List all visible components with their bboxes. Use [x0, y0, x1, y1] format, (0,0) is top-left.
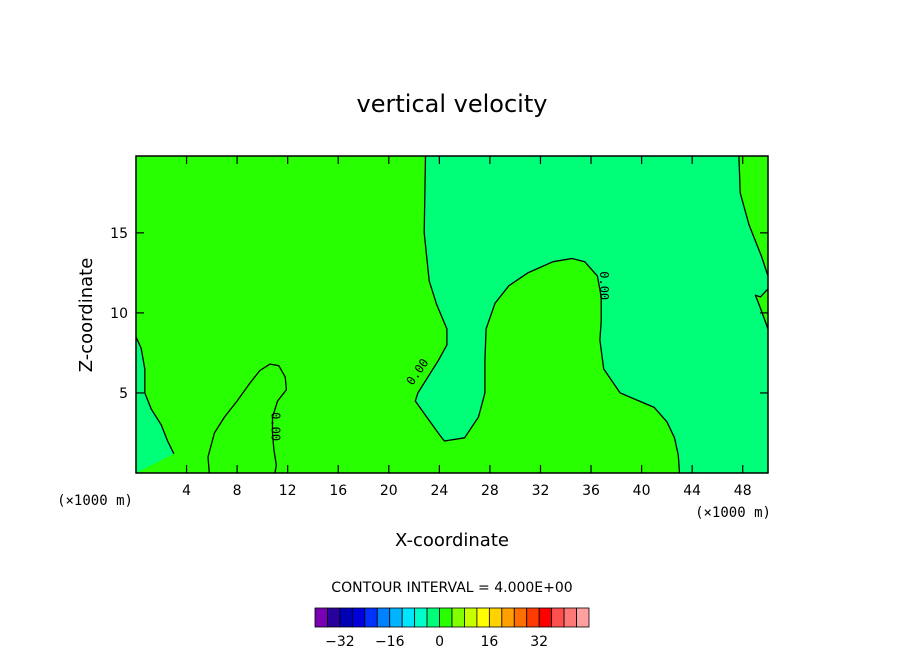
colorbar-bin — [426, 607, 440, 628]
contour-interval-text: CONTOUR INTERVAL = 4.000E+00 — [331, 580, 572, 596]
positive-region-blob — [208, 364, 287, 473]
x-tick-label: 4 — [182, 483, 191, 499]
x-tick-label: 48 — [734, 483, 752, 499]
zero-contour-line — [207, 363, 288, 473]
x-tick-label: 36 — [582, 483, 600, 499]
contour-label: 0.00 — [269, 412, 283, 441]
colorbar-bin — [538, 607, 553, 628]
y-axis-label: Z-coordinate — [76, 258, 97, 373]
x-tick-label: 12 — [279, 483, 297, 499]
colorbar-bin — [464, 607, 478, 628]
colorbar-bin — [476, 607, 490, 628]
contour-label: 0.00 — [597, 271, 611, 300]
colorbar-tick-label: 0 — [435, 634, 444, 650]
colorbar-bin — [414, 607, 428, 628]
colorbar-bin — [364, 607, 378, 628]
x-tick-label: 16 — [329, 483, 347, 499]
x-tick-label: 28 — [481, 483, 499, 499]
x-unit-left: (×1000 m) — [57, 493, 133, 509]
x-tick-label: 24 — [430, 483, 448, 499]
colorbar-bin — [439, 607, 453, 628]
colorbar-bin — [551, 607, 565, 628]
x-axis-label: X-coordinate — [395, 530, 509, 551]
colorbar-bin — [513, 607, 528, 628]
plot-frame — [135, 155, 769, 474]
y-tick-label: 15 — [110, 226, 128, 242]
x-tick-label: 40 — [633, 483, 651, 499]
colorbar-bin — [563, 607, 577, 628]
y-tick-label: 10 — [110, 306, 128, 322]
colorbar-bin — [526, 607, 540, 628]
colorbar-bin — [351, 607, 366, 628]
colorbar-bin — [376, 607, 391, 628]
colorbar-bin — [451, 607, 465, 628]
colorbar-bin — [339, 607, 353, 628]
y-tick-label: 5 — [119, 386, 128, 402]
colorbar-tick-label: 32 — [530, 634, 548, 650]
x-tick-label: 32 — [532, 483, 550, 499]
x-tick-label: 44 — [683, 483, 701, 499]
colorbar-bin — [389, 607, 403, 628]
colorbar: −32 −16 0 16 32 — [314, 607, 590, 650]
x-tick-label: 20 — [380, 483, 398, 499]
colorbar-tick-label: −32 — [325, 634, 355, 650]
negative-region-west — [136, 336, 174, 473]
positive-region-east — [738, 156, 768, 277]
zero-contour-line — [738, 156, 768, 277]
colorbar-tick-label: 16 — [480, 634, 498, 650]
zero-contour-line — [414, 156, 681, 473]
colorbar-tick-label: −16 — [375, 634, 405, 650]
zero-contour-line — [136, 336, 175, 455]
colorbar-bin — [327, 607, 341, 628]
x-unit-right: (×1000 m) — [695, 505, 771, 521]
chart-title: vertical velocity — [357, 90, 548, 118]
x-tick-label: 8 — [233, 483, 242, 499]
colorbar-bin — [401, 607, 416, 628]
colorbar-bin — [576, 607, 590, 628]
colorbar-bin — [501, 607, 515, 628]
colorbar-bin — [314, 607, 328, 628]
plot-area: 0.000.000.00 4 8 12 16 20 24 28 32 36 40 44 48 5101… — [110, 155, 769, 499]
colorbar-bin — [488, 607, 503, 628]
